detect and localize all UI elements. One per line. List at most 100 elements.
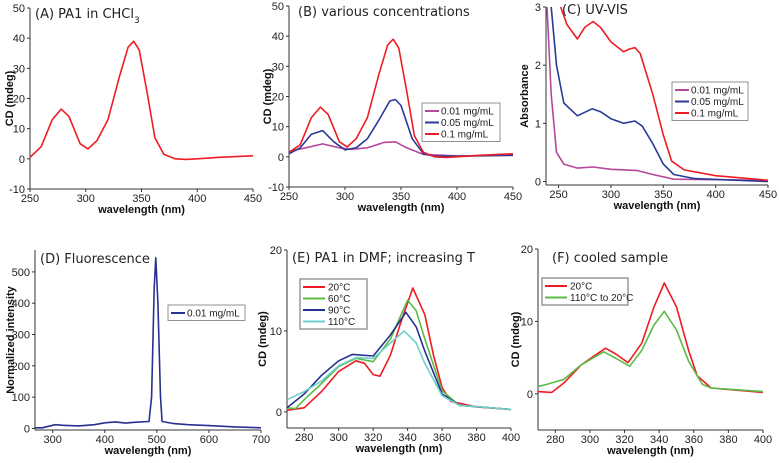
y-tick-label: 10 [521, 316, 533, 328]
x-axis-label: wavelength (nm) [104, 445, 192, 457]
x-axis-label: wavelength (nm) [355, 443, 443, 455]
x-tick-label: 500 [148, 434, 166, 446]
x-tick-label: 250 [21, 193, 39, 205]
x-tick-label: 250 [280, 191, 298, 203]
y-tick-label: 10 [13, 124, 25, 136]
legend-box [167, 304, 246, 321]
y-tick-label: 100 [12, 392, 30, 404]
legend-label: 0.1 mg/mL [691, 109, 739, 120]
series-line-110-c [287, 330, 511, 411]
legend-label: 90°C [328, 306, 350, 317]
y-axis-label: CD (mdeg) [4, 70, 16, 126]
y-axis-label: Absorbance [519, 64, 531, 128]
x-tick-label: 700 [252, 434, 270, 446]
y-tick-label: 400 [12, 298, 30, 310]
x-tick-label: 400 [502, 432, 520, 444]
legend-label: 0.1 mg/mL [441, 130, 489, 141]
legend-label: 110°C [328, 317, 355, 328]
y-tick-label: 200 [12, 361, 30, 373]
x-tick-label: 340 [398, 432, 416, 444]
y-tick-label: 30 [13, 63, 25, 75]
y-tick-label: 20 [272, 92, 284, 104]
series-line-0-1-mg-ml [559, 6, 768, 182]
title-subscript: 3 [134, 16, 140, 26]
y-tick-label: 40 [272, 31, 284, 43]
x-tick-label: 450 [244, 193, 262, 205]
x-tick-label: 400 [706, 189, 724, 201]
panel-F: 280 300 320 340 360 380 400 0 10 20 wavelength (nm… [510, 244, 772, 457]
y-tick-label: 50 [272, 1, 284, 13]
series-line-0-1-mg-ml [289, 38, 513, 159]
legend-label: 20°C [328, 283, 350, 294]
x-tick-label: 350 [654, 189, 672, 201]
y-tick-label: 500 [12, 267, 30, 279]
legend-label: 0.01 mg/mL [691, 86, 744, 97]
y-tick-label: 20 [270, 245, 282, 257]
x-tick-label: 350 [392, 191, 410, 203]
x-tick-label: 360 [685, 434, 703, 446]
panel-title: (E) PA1 in DMF; increasing T [292, 251, 475, 266]
x-axis-label: wavelength (nm) [357, 202, 445, 214]
legend-box [541, 277, 629, 306]
y-tick-label: 2 [535, 60, 541, 72]
y-tick-label: 20 [13, 94, 25, 106]
y-tick-label: 30 [272, 61, 284, 73]
x-tick-label: 250 [549, 189, 567, 201]
legend: 0.01 mg/mL0.05 mg/mL0.1 mg/mL [421, 102, 501, 142]
panel-title: (B) various concentrations [298, 5, 470, 20]
y-tick-label: 0 [19, 154, 25, 166]
x-axis-label: wavelength (nm) [606, 445, 694, 457]
x-tick-label: 380 [719, 434, 737, 446]
legend-label: 60°C [328, 294, 350, 305]
legend-label: 0.01 mg/mL [187, 309, 240, 320]
legend-label: 20°C [570, 282, 592, 293]
panel-D: 300 400 500 600 7000100200300400500wavelengt… [5, 250, 270, 457]
legend-label: 110°C to 20°C [570, 293, 633, 304]
y-tick-label: 40 [13, 33, 25, 45]
y-axis-label: CD (mdeg) [262, 68, 274, 124]
series-line-pa1-in-chcl3 [30, 40, 253, 161]
x-tick-label: 320 [364, 432, 382, 444]
panel-title: (F) cooled sample [552, 251, 668, 266]
x-tick-label: 340 [650, 434, 668, 446]
y-axis-label: CD (mdeg) [510, 311, 522, 367]
series-line-110-c-to-20-c [538, 310, 763, 393]
x-tick-label: 450 [759, 189, 777, 201]
legend: 0.01 mg/mL [167, 304, 246, 321]
x-tick-label: 350 [132, 193, 150, 205]
panel-C: 250 300 350 400 450 0 1 2 3 wavelength (nm) Absorb… [519, 2, 777, 212]
series-line-20-c [538, 282, 763, 394]
y-tick-label: 10 [272, 122, 284, 134]
x-tick-label: 300 [581, 434, 599, 446]
x-tick-label: 400 [754, 434, 772, 446]
y-tick-label: 20 [521, 244, 533, 256]
x-tick-label: 300 [44, 434, 62, 446]
panel-title: (A) PA1 in CHCl3 [35, 7, 140, 26]
x-tick-label: 300 [602, 189, 620, 201]
y-tick-label: 0 [527, 389, 533, 401]
legend-label: 0.05 mg/mL [691, 97, 744, 108]
y-axis-label: Normalized intensity [5, 285, 17, 393]
x-tick-label: 400 [448, 191, 466, 203]
legend: 0.01 mg/mL0.05 mg/mL0.1 mg/mL [671, 81, 749, 121]
series-line-20-c [287, 287, 511, 411]
series-line-0-01-mg-ml [289, 141, 513, 157]
x-tick-label: 400 [188, 193, 206, 205]
y-tick-label: 10 [270, 326, 282, 338]
y-tick-label: -10 [9, 184, 25, 196]
x-tick-label: 360 [433, 432, 451, 444]
y-axis-label: CD (mdeg) [257, 311, 269, 367]
x-axis-label: wavelength (nm) [97, 204, 185, 216]
y-tick-label: 50 [13, 3, 25, 15]
y-tick-label: 0 [276, 407, 282, 419]
x-tick-label: 450 [504, 191, 522, 203]
x-tick-label: 400 [96, 434, 114, 446]
series-line-0-01-mg-ml [35, 257, 261, 429]
y-tick-label: 300 [12, 330, 30, 342]
x-tick-label: 600 [200, 434, 218, 446]
panel-B: 250 300 350 400 450 -10 0 10 20 30 40 50 wavelength … [262, 1, 522, 214]
x-tick-label: 300 [77, 193, 95, 205]
